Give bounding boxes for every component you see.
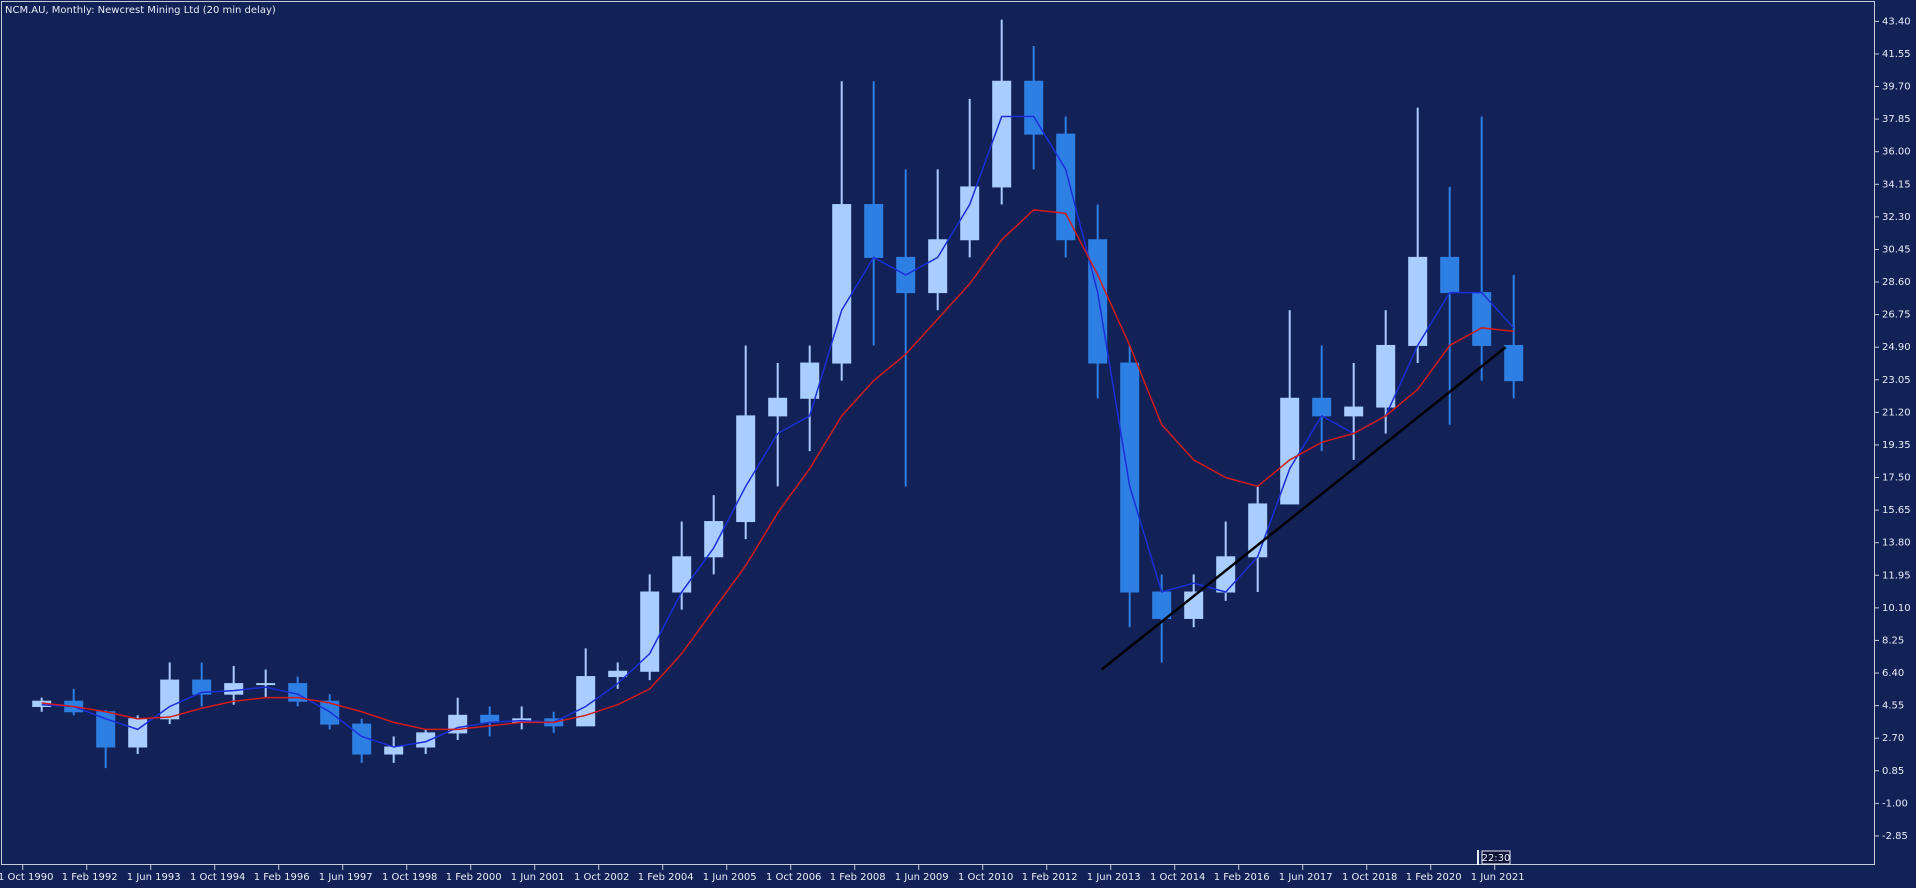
chart-title: NCM.AU, Monthly: Newcrest Mining Ltd (20… bbox=[5, 5, 276, 16]
x-tick-label: 1 Feb 1992 bbox=[62, 872, 118, 883]
candle-body bbox=[128, 718, 148, 748]
candle-body bbox=[1312, 397, 1332, 417]
y-tick-label: 36.00 bbox=[1882, 147, 1911, 158]
candle-body bbox=[256, 683, 276, 686]
candle-body bbox=[192, 679, 212, 695]
x-tick-label: 1 Oct 2018 bbox=[1342, 872, 1397, 883]
x-tick-label: 1 Feb 2008 bbox=[830, 872, 886, 883]
candle-body bbox=[224, 683, 244, 695]
x-tick-label: 1 Jun 2021 bbox=[1471, 872, 1525, 883]
x-tick-label: 1 Jun 1993 bbox=[127, 872, 181, 883]
candle-body bbox=[704, 521, 724, 558]
x-tick-label: 1 Jun 1997 bbox=[319, 872, 373, 883]
time-marker-box bbox=[1481, 850, 1511, 865]
x-tick-label: 1 Jun 2013 bbox=[1087, 872, 1141, 883]
x-tick-label: 1 Jun 2005 bbox=[703, 872, 757, 883]
y-tick-label: 30.45 bbox=[1882, 244, 1911, 255]
candle-body bbox=[1088, 239, 1108, 364]
y-tick-label: 6.40 bbox=[1882, 668, 1904, 679]
y-tick-label: 8.25 bbox=[1882, 635, 1904, 646]
y-tick-label: 28.60 bbox=[1882, 277, 1911, 288]
candle-body bbox=[768, 397, 788, 417]
candle-body bbox=[1440, 256, 1460, 294]
candle-body bbox=[160, 679, 180, 720]
candle-body bbox=[1376, 344, 1396, 408]
y-tick-label: 19.35 bbox=[1882, 440, 1911, 451]
x-tick-label: 1 Jun 2001 bbox=[511, 872, 565, 883]
y-tick-label: 37.85 bbox=[1882, 114, 1911, 125]
candle-body bbox=[960, 186, 980, 241]
candle-body bbox=[1280, 397, 1300, 505]
candle-body bbox=[864, 204, 884, 258]
x-tick-label: 1 Jun 2017 bbox=[1279, 872, 1333, 883]
y-tick-label: 2.70 bbox=[1882, 733, 1904, 744]
moving-average-line bbox=[41, 209, 1514, 731]
x-tick-label: 1 Oct 2002 bbox=[574, 872, 629, 883]
x-tick-label: 1 Oct 2014 bbox=[1150, 872, 1205, 883]
y-tick-label: 41.55 bbox=[1882, 49, 1911, 60]
y-tick-label: 21.20 bbox=[1882, 407, 1911, 418]
plot-frame bbox=[1, 1, 1875, 865]
y-tick-label: 39.70 bbox=[1882, 82, 1911, 93]
candle-body bbox=[800, 362, 820, 399]
x-tick-label: 1 Feb 2000 bbox=[446, 872, 502, 883]
y-tick-label: 43.40 bbox=[1882, 16, 1911, 27]
x-tick-label: 1 Feb 2004 bbox=[638, 872, 694, 883]
candle-body bbox=[640, 591, 660, 672]
y-tick-label: 15.65 bbox=[1882, 505, 1911, 516]
candle-body bbox=[416, 732, 436, 748]
time-marker-label: 22:30 bbox=[1482, 853, 1511, 864]
y-tick-label: -2.85 bbox=[1882, 831, 1908, 842]
x-tick-label: 1 Oct 1998 bbox=[382, 872, 437, 883]
x-tick-label: 1 Feb 2020 bbox=[1406, 872, 1462, 883]
candle-body bbox=[672, 556, 692, 593]
y-tick-label: -1.00 bbox=[1882, 798, 1908, 809]
candle-body bbox=[1024, 80, 1044, 135]
y-tick-label: 32.30 bbox=[1882, 212, 1911, 223]
x-tick-label: 1 Oct 2010 bbox=[958, 872, 1013, 883]
x-tick-label: 1 Jun 2009 bbox=[895, 872, 949, 883]
y-tick-label: 10.10 bbox=[1882, 603, 1911, 614]
x-tick-label: 1 Oct 1994 bbox=[190, 872, 245, 883]
candle-body bbox=[1120, 362, 1140, 593]
y-tick-label: 0.85 bbox=[1882, 766, 1904, 777]
candle-body bbox=[384, 746, 404, 755]
moving-average-line bbox=[41, 115, 1515, 748]
candle-body bbox=[1152, 591, 1172, 619]
y-tick-label: 26.75 bbox=[1882, 310, 1911, 321]
x-tick-label: 1 Oct 1990 bbox=[0, 872, 53, 883]
candle-body bbox=[928, 239, 948, 294]
x-tick-label: 1 Oct 2006 bbox=[766, 872, 821, 883]
candle-body bbox=[1408, 256, 1428, 346]
x-tick-label: 1 Feb 2016 bbox=[1214, 872, 1270, 883]
candle-body bbox=[1504, 344, 1524, 382]
y-tick-label: 23.05 bbox=[1882, 375, 1911, 386]
candle-body bbox=[1344, 406, 1364, 417]
y-tick-label: 13.80 bbox=[1882, 538, 1911, 549]
candle-body bbox=[608, 670, 628, 678]
y-tick-label: 34.15 bbox=[1882, 179, 1911, 190]
y-tick-label: 4.55 bbox=[1882, 701, 1904, 712]
candle-body bbox=[992, 80, 1012, 188]
y-tick-label: 24.90 bbox=[1882, 342, 1911, 353]
trendline bbox=[1100, 346, 1507, 671]
x-tick-label: 1 Feb 1996 bbox=[254, 872, 310, 883]
y-tick-label: 17.50 bbox=[1882, 473, 1911, 484]
x-tick-label: 1 Feb 2012 bbox=[1022, 872, 1078, 883]
y-tick-label: 11.95 bbox=[1882, 570, 1911, 581]
candle-body bbox=[736, 415, 756, 523]
candle-body bbox=[832, 204, 852, 364]
